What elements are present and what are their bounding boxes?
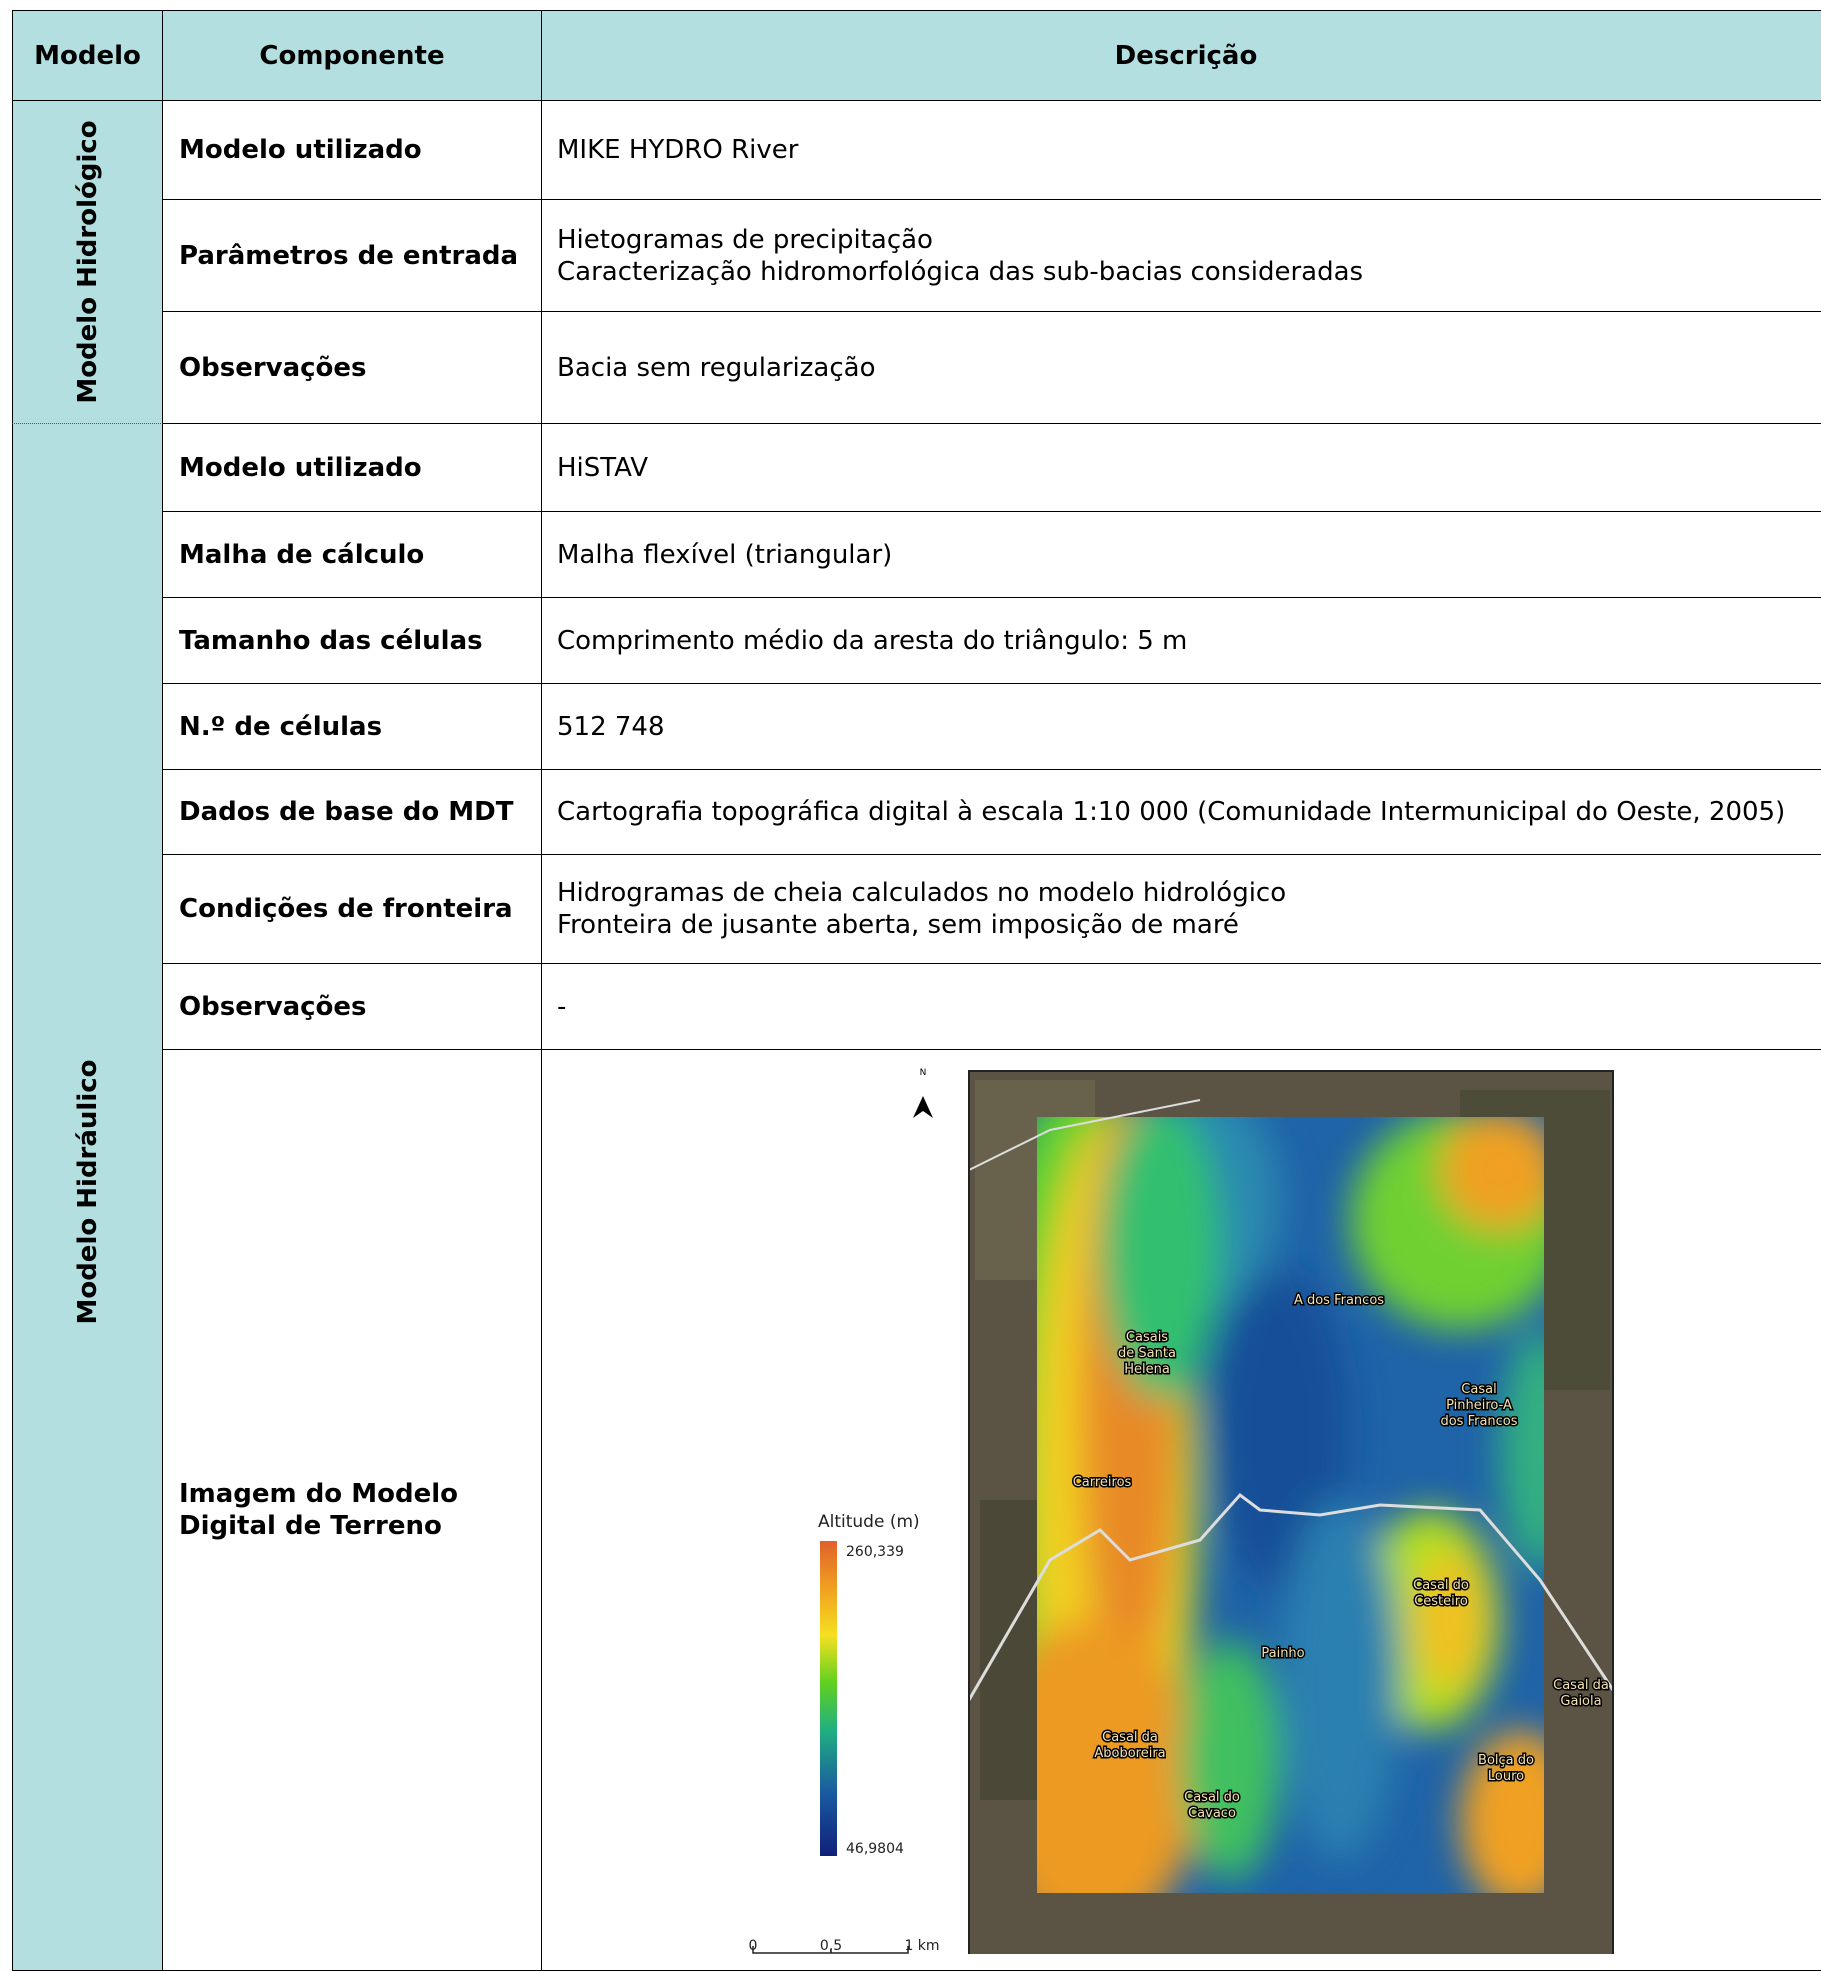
component-cell: Observações — [162, 963, 542, 1050]
description-line: 512 748 — [557, 711, 665, 742]
group-label: Modelo Hidráulico — [73, 1059, 103, 1325]
group-label: Modelo Hidrológico — [73, 120, 103, 404]
group-cell — [12, 100, 163, 424]
description-cell: MIKE HYDRO River — [541, 100, 1821, 200]
header-cell: Descrição — [541, 10, 1821, 101]
description-line: Caracterização hidromorfológica das sub-… — [557, 256, 1364, 287]
description-cell: Cartografia topográfica digital à escala… — [541, 769, 1821, 855]
description-cell: Hietogramas de precipitação Caracterizaçã… — [541, 199, 1821, 312]
description-cell: Comprimento médio da aresta do triângulo… — [541, 597, 1821, 684]
header-cell: Modelo — [12, 10, 163, 101]
description-line: HiSTAV — [557, 452, 649, 483]
description-cell: Hidrogramas de cheia calculados no model… — [541, 854, 1821, 964]
component-cell: Observações — [162, 311, 542, 424]
group-cell — [12, 423, 163, 1971]
description-cell: 512 748 — [541, 683, 1821, 770]
component-cell: Dados de base do MDT — [162, 769, 542, 855]
description-line: Cartografia topográfica digital à escala… — [557, 797, 1786, 827]
header-cell: Componente — [162, 10, 542, 101]
component-cell: Condições de fronteira — [162, 854, 542, 964]
description-line: Bacia sem regularização — [557, 352, 876, 383]
description-line: Malha flexível (triangular) — [557, 539, 893, 570]
component-cell: Malha de cálculo — [162, 511, 542, 598]
component-cell: Imagem do Modelo Digital de Terreno — [162, 1049, 542, 1971]
component-cell: Parâmetros de entrada — [162, 199, 542, 312]
description-line: Comprimento médio da aresta do triângulo… — [557, 625, 1188, 656]
component-cell: Modelo utilizado — [162, 423, 542, 512]
description-cell: Malha flexível (triangular) — [541, 511, 1821, 598]
description-line: - — [557, 991, 567, 1022]
description-cell — [541, 1049, 1821, 1971]
component-cell: Modelo utilizado — [162, 100, 542, 200]
description-cell: Bacia sem regularização — [541, 311, 1821, 424]
description-line: Fronteira de jusante aberta, sem imposiç… — [557, 910, 1239, 940]
description-line: Hietogramas de precipitação — [557, 224, 933, 255]
description-cell: HiSTAV — [541, 423, 1821, 512]
component-cell: N.º de células — [162, 683, 542, 770]
description-cell: - — [541, 963, 1821, 1050]
description-line: Hidrogramas de cheia calculados no model… — [557, 878, 1287, 908]
description-line: MIKE HYDRO River — [557, 135, 799, 165]
component-cell: Tamanho das células — [162, 597, 542, 684]
